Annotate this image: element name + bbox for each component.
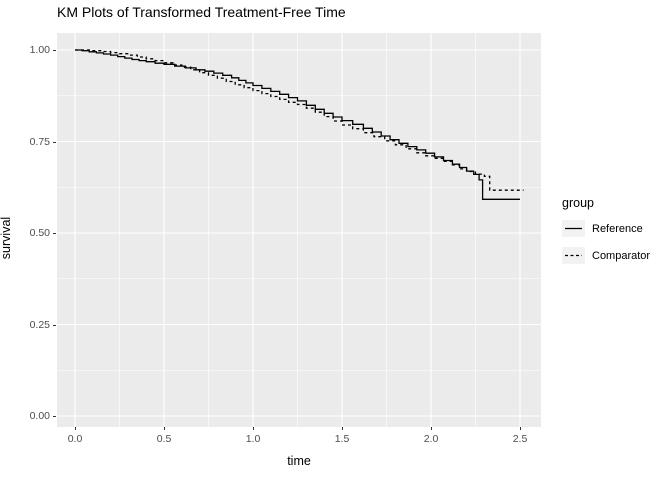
- x-tick-label: 2.0: [423, 433, 439, 445]
- x-tick-mark: [431, 427, 432, 430]
- y-tick-label: 0.25: [29, 318, 50, 331]
- km-curve-reference: [75, 49, 520, 200]
- x-tick-mark: [253, 427, 254, 430]
- legend-item-reference: Reference: [562, 220, 668, 237]
- legend: group Reference Comparator: [556, 196, 668, 274]
- y-tick-mark: [53, 233, 56, 234]
- legend-label: Reference: [592, 222, 643, 235]
- x-tick-mark: [520, 427, 521, 430]
- x-axis-title: time: [287, 454, 311, 468]
- legend-label: Comparator: [592, 249, 651, 262]
- y-tick-mark: [53, 50, 56, 51]
- km-curve-comparator: [75, 49, 524, 191]
- legend-title: group: [562, 196, 594, 210]
- legend-key-dashed-line-icon: [562, 247, 585, 264]
- x-tick-mark: [164, 427, 165, 430]
- x-tick-label: 0.5: [156, 433, 172, 445]
- x-tick-mark: [342, 427, 343, 430]
- x-tick-mark: [75, 427, 76, 430]
- y-tick-mark: [53, 416, 56, 417]
- y-tick-label: 0.50: [29, 227, 50, 239]
- y-tick-mark: [53, 141, 56, 143]
- x-tick-label: 0.0: [67, 433, 83, 445]
- x-tick-label: 1.5: [334, 433, 350, 445]
- y-tick-label: 1.00: [29, 44, 50, 56]
- legend-key-solid-line-icon: [562, 220, 585, 237]
- y-tick-mark: [53, 324, 56, 326]
- y-axis-title: survival: [0, 216, 13, 260]
- x-tick-label: 1.0: [245, 433, 261, 445]
- km-chart-canvas: [57, 33, 541, 427]
- y-tick-label: 0.75: [29, 135, 50, 148]
- legend-item-comparator: Comparator: [562, 247, 668, 264]
- plot-panel: [57, 33, 541, 427]
- y-tick-label: 0.00: [29, 410, 50, 422]
- plot-title: KM Plots of Transformed Treatment-Free T…: [57, 4, 346, 20]
- x-tick-label: 2.5: [512, 433, 528, 445]
